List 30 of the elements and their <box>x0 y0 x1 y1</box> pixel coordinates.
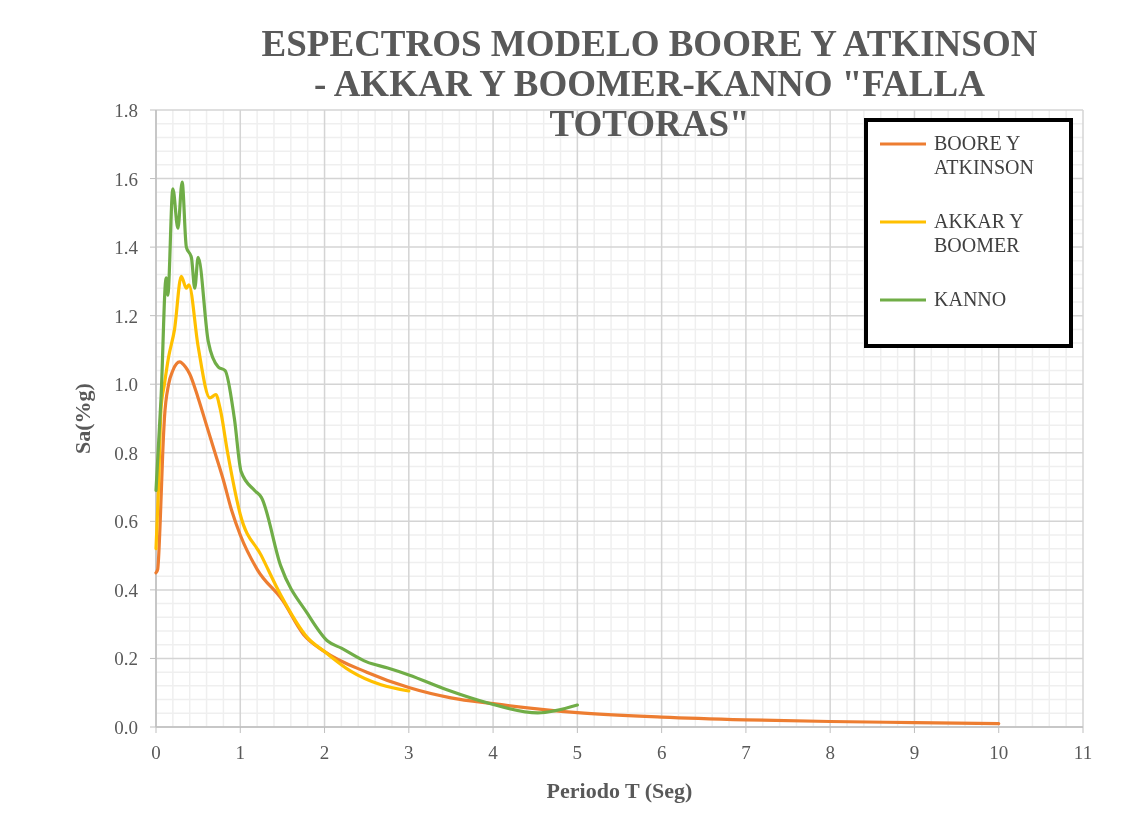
line-series <box>154 180 579 715</box>
x-tick-label: 9 <box>909 742 920 763</box>
y-axis-title: Sa(%g) <box>70 383 95 454</box>
x-tick-label: 6 <box>656 742 667 763</box>
legend-label: AKKAR Y BOOMER <box>934 210 1024 256</box>
x-tick-label: 1 <box>235 742 246 763</box>
y-tick-label: 1.2 <box>114 305 138 327</box>
y-tick-label: 1.6 <box>114 168 138 190</box>
legend-label: KANNO <box>934 288 1007 310</box>
legend-label: BOORE Y ATKINSON <box>934 132 1034 178</box>
x-tick-label: 5 <box>572 742 583 763</box>
x-tick-label: 7 <box>741 742 751 763</box>
line-series <box>154 274 411 693</box>
y-tick-label: 1.8 <box>114 100 138 121</box>
x-tick-label: 3 <box>404 742 414 763</box>
y-tick-label: 0.6 <box>114 511 138 533</box>
y-tick-label: 0.0 <box>114 717 138 738</box>
x-axis-title: Periodo T (Seg) <box>546 778 693 803</box>
x-tick-label: 8 <box>825 742 835 763</box>
x-tick-label: 2 <box>319 742 330 763</box>
x-tick-label: 11 <box>1073 742 1093 763</box>
x-tick-label: 10 <box>989 742 1009 763</box>
y-tick-label: 1.0 <box>114 374 138 396</box>
x-tick-label: 0 <box>151 742 161 763</box>
y-tick-label: 0.8 <box>114 442 138 464</box>
y-tick-label: 0.4 <box>114 579 139 601</box>
x-tick-label: 4 <box>488 742 499 763</box>
y-tick-label: 1.4 <box>114 237 139 259</box>
line-series <box>154 360 1001 726</box>
y-tick-label: 0.2 <box>114 648 138 670</box>
